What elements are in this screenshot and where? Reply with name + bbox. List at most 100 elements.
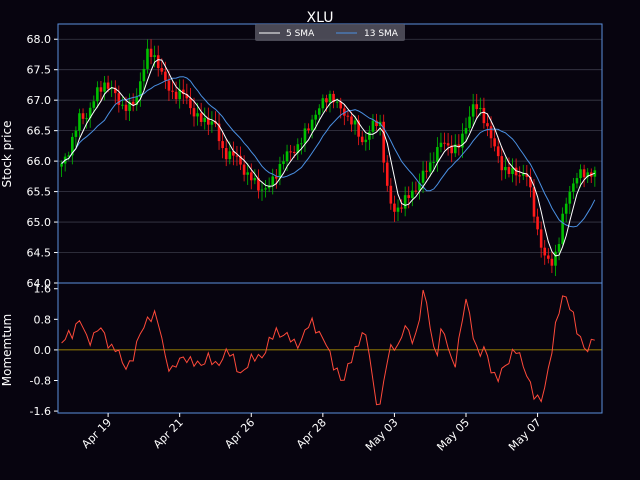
price-tick-label: 64.0	[27, 277, 52, 290]
candle-body	[575, 178, 579, 184]
momentum-tick-label: -0.8	[30, 375, 51, 388]
price-axis-title: Stock price	[0, 121, 14, 188]
candle-body	[292, 151, 296, 153]
momentum-line	[61, 289, 595, 406]
candle-body	[321, 98, 325, 109]
candle-body	[489, 126, 493, 139]
momentum-tick-label: 1.6	[34, 283, 52, 296]
candle-body	[96, 87, 99, 102]
legend: 5 SMA 13 SMA	[255, 24, 405, 41]
candle-body	[181, 89, 185, 95]
candle-body	[446, 143, 450, 146]
candle-body	[199, 113, 203, 122]
candle-body	[217, 123, 221, 142]
candle-body	[496, 146, 500, 157]
sma-5-line	[61, 59, 595, 257]
x-tick-label: May 03	[363, 416, 401, 454]
candle-body	[71, 136, 74, 156]
legend-label-sma-slow: 13 SMA	[364, 29, 399, 39]
candle-body	[99, 87, 103, 92]
candle-body	[246, 172, 249, 175]
candle-body	[146, 48, 149, 69]
candle-body	[164, 71, 167, 81]
candle-body	[421, 170, 425, 183]
candle-body	[300, 143, 303, 145]
price-tick-label: 68.0	[27, 33, 52, 46]
candle-body	[557, 244, 561, 252]
momentum-tick-label: -1.6	[30, 405, 51, 418]
candle-body	[264, 188, 267, 190]
candle-body	[278, 163, 282, 179]
momentum-panel-frame	[57, 282, 603, 414]
candle-body	[396, 207, 400, 212]
candle-body	[235, 155, 239, 157]
candle-body	[167, 80, 171, 91]
price-tick-label: 67.5	[27, 64, 52, 77]
candle-body	[171, 90, 174, 92]
candle-body	[357, 120, 360, 137]
candle-body	[582, 169, 586, 178]
candle-body	[335, 101, 339, 103]
candle-body	[536, 216, 539, 230]
candle-body	[192, 108, 196, 117]
candle-body	[160, 68, 164, 72]
candle-body	[346, 115, 350, 117]
price-tick-label: 65.5	[27, 186, 52, 199]
candle-body	[539, 229, 543, 248]
candle-body	[428, 162, 432, 172]
candle-body	[457, 144, 461, 148]
legend-label-sma-fast: 5 SMA	[286, 29, 315, 39]
momentum-axis-title: Momemtum	[0, 314, 14, 386]
candle-body	[257, 177, 260, 191]
legend-background	[255, 24, 405, 41]
candle-body	[60, 163, 63, 167]
candle-body	[310, 119, 314, 131]
candle-body	[532, 187, 536, 217]
candle-body	[282, 161, 285, 164]
candle-body	[389, 185, 393, 204]
candle-body	[504, 166, 507, 171]
candle-body	[224, 148, 228, 160]
candle-body	[74, 130, 78, 137]
candle-body	[253, 177, 257, 181]
candle-body	[368, 131, 371, 140]
candle-body	[174, 91, 178, 100]
candle-body	[314, 114, 317, 120]
candle-body	[221, 141, 224, 149]
candle-body	[289, 151, 292, 153]
candle-body	[371, 120, 375, 132]
candle-body	[207, 117, 210, 125]
candle-body	[196, 113, 199, 117]
candle-body	[139, 81, 142, 97]
candle-body	[128, 101, 131, 111]
candle-body	[461, 133, 464, 148]
candle-body	[507, 166, 511, 175]
candle-body	[514, 167, 518, 176]
candle-body	[500, 156, 504, 171]
candle-body	[550, 258, 554, 266]
price-panel: 64.0 64.5 65.0 65.5 66.0 66.5 67.0 67.5 68.0	[27, 23, 603, 290]
candle-body	[572, 183, 575, 192]
candle-body	[228, 151, 232, 160]
x-axis: Apr 19 Apr 21 Apr 26 Apr 28 May 03 May 05 May …	[79, 413, 544, 454]
candle-body	[364, 139, 368, 143]
candle-body	[343, 108, 346, 116]
candle-body	[407, 195, 411, 198]
candle-body	[464, 128, 468, 134]
candle-body	[131, 101, 135, 106]
momentum-panel: -1.6 -0.8 0.0 0.8 1.6	[30, 282, 603, 418]
candle-body	[285, 151, 289, 162]
candle-body	[189, 98, 192, 109]
candle-body	[382, 121, 385, 163]
candle-body	[332, 93, 335, 103]
candle-body	[67, 155, 71, 157]
candle-body	[564, 203, 568, 214]
price-panel-frame	[57, 23, 603, 284]
candle-body	[547, 255, 550, 259]
candle-body	[303, 128, 307, 144]
price-tick-label: 65.0	[27, 216, 52, 229]
sma-13-line	[61, 76, 596, 228]
candle-body	[439, 142, 443, 148]
candle-body	[149, 48, 153, 57]
